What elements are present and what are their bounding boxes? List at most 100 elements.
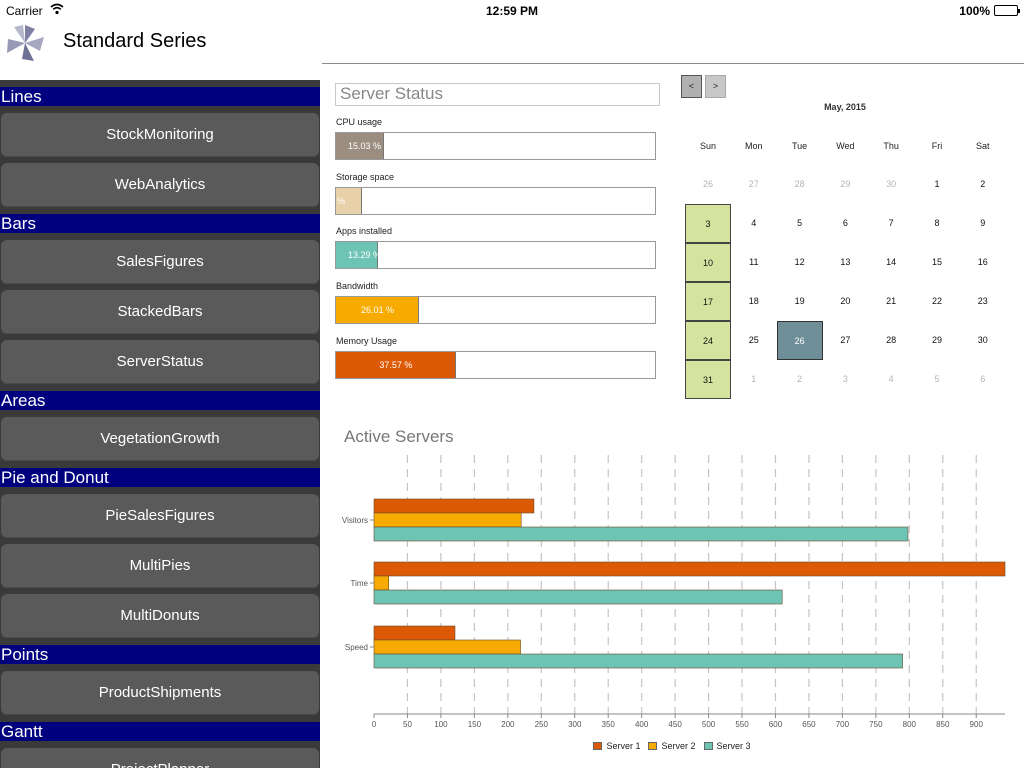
- calendar-weekday: Thu: [883, 141, 899, 151]
- meter-apps: 13.29 %: [335, 241, 656, 269]
- y-category-label: Visitors: [342, 516, 368, 525]
- x-tick-label: 50: [403, 720, 412, 729]
- x-tick-label: 400: [635, 720, 649, 729]
- wifi-icon: [50, 3, 64, 15]
- bar-server-3-visitors: [373, 526, 909, 542]
- sidebar-item-piesalesfigures[interactable]: PieSalesFigures: [1, 494, 319, 538]
- calendar-day[interactable]: 27: [748, 179, 759, 189]
- bar-server-2-speed: [373, 639, 521, 655]
- calendar-day[interactable]: 12: [794, 257, 805, 267]
- bar-server-2-time: [373, 575, 390, 591]
- calendar-day[interactable]: 7: [888, 218, 894, 228]
- calendar-day[interactable]: 30: [977, 335, 988, 345]
- x-tick-label: 800: [903, 720, 917, 729]
- sidebar-item-projectplanner[interactable]: ProjectPlanner: [1, 748, 319, 768]
- calendar-day[interactable]: 3: [685, 204, 731, 243]
- calendar-day[interactable]: 1: [934, 179, 940, 189]
- meter-fill-apps: [336, 242, 379, 268]
- legend-swatch: [593, 742, 603, 750]
- y-category-label: Time: [351, 579, 369, 588]
- x-tick-label: 150: [468, 720, 482, 729]
- sidebar-item-productshipments[interactable]: ProductShipments: [1, 671, 319, 715]
- calendar-day[interactable]: 15: [931, 257, 942, 267]
- calendar-day[interactable]: 14: [886, 257, 897, 267]
- calendar-day[interactable]: 4: [751, 218, 757, 228]
- calendar-day[interactable]: 29: [931, 335, 942, 345]
- calendar-day[interactable]: 10: [685, 243, 731, 282]
- calendar-weekday: Mon: [745, 141, 763, 151]
- calendar-day[interactable]: 28: [886, 335, 897, 345]
- calendar-day[interactable]: 16: [977, 257, 988, 267]
- meter-value-cpu: 15.03 %: [348, 141, 382, 151]
- calendar-day[interactable]: 27: [840, 335, 851, 345]
- meter-bandwidth: 26.01 %: [335, 296, 656, 324]
- calendar-day[interactable]: 30: [886, 179, 897, 189]
- sidebar-item-stackedbars[interactable]: StackedBars: [1, 290, 319, 334]
- calendar-day[interactable]: 22: [931, 296, 942, 306]
- x-tick-label: 600: [769, 720, 783, 729]
- sidebar-item-webanalytics[interactable]: WebAnalytics: [1, 163, 319, 207]
- x-tick-label: 900: [970, 720, 984, 729]
- calendar-day[interactable]: 17: [685, 282, 731, 321]
- meter-label-bandwidth: Bandwidth: [336, 281, 379, 291]
- calendar-weekday: Fri: [931, 141, 943, 151]
- calendar-weekday: Sat: [976, 141, 990, 151]
- meter-value-memory: 37.57 %: [379, 360, 413, 370]
- sidebar-item-serverstatus[interactable]: ServerStatus: [1, 340, 319, 384]
- calendar-next-button[interactable]: >: [705, 75, 726, 98]
- battery-icon: [994, 5, 1020, 16]
- calendar-weekday: Sun: [699, 141, 716, 151]
- meter-label-storage: Storage space: [336, 172, 395, 182]
- sidebar-item-multidonuts[interactable]: MultiDonuts: [1, 594, 319, 638]
- calendar-day[interactable]: 6: [842, 218, 848, 228]
- server-status-title-box: [335, 83, 660, 106]
- sidebar-item-stockmonitoring[interactable]: StockMonitoring: [1, 113, 319, 157]
- calendar-day[interactable]: 20: [840, 296, 851, 306]
- sidebar-item-salesfigures[interactable]: SalesFigures: [1, 240, 319, 284]
- x-tick-label: 500: [702, 720, 716, 729]
- calendar-day[interactable]: 5: [934, 374, 940, 384]
- meter-label-apps: Apps installed: [336, 226, 393, 236]
- calendar-day[interactable]: 23: [977, 296, 988, 306]
- calendar-day[interactable]: 28: [794, 179, 805, 189]
- calendar-prev-button[interactable]: <: [681, 75, 702, 98]
- calendar-day[interactable]: 2: [980, 179, 986, 189]
- calendar-day[interactable]: 19: [794, 296, 805, 306]
- meter-value-apps: 13.29 %: [348, 250, 382, 260]
- calendar-day[interactable]: 11: [749, 257, 759, 267]
- calendar-day[interactable]: 9: [980, 218, 986, 228]
- calendar-day[interactable]: 31: [685, 360, 731, 399]
- calendar-day[interactable]: 1: [751, 374, 757, 384]
- calendar-day[interactable]: 26: [776, 321, 823, 360]
- calendar-day[interactable]: 5: [797, 218, 803, 228]
- calendar-day[interactable]: 13: [840, 257, 851, 267]
- x-tick-label: 550: [735, 720, 749, 729]
- calendar-day[interactable]: 21: [886, 296, 897, 306]
- bar-server-3-speed: [373, 653, 903, 669]
- meter-cpu: 15.03 %: [335, 132, 656, 160]
- sidebar: Lines StockMonitoring WebAnalytics Bars …: [0, 80, 320, 768]
- meter-fill-memory: [336, 352, 456, 378]
- sidebar-section-points: Points: [0, 645, 320, 664]
- calendar-day[interactable]: 2: [797, 374, 803, 384]
- calendar-day[interactable]: 25: [748, 335, 759, 345]
- calendar-weekday: Wed: [836, 141, 855, 151]
- legend-label: Server 1: [606, 741, 641, 751]
- calendar-day[interactable]: 26: [702, 179, 713, 189]
- calendar-day[interactable]: 24: [685, 321, 731, 360]
- sidebar-item-multipies[interactable]: MultiPies: [1, 544, 319, 588]
- calendar-day[interactable]: 18: [748, 296, 759, 306]
- clock: 12:59 PM: [485, 4, 539, 18]
- calendar-day[interactable]: 29: [840, 179, 851, 189]
- calendar-day[interactable]: 6: [980, 374, 986, 384]
- calendar-day[interactable]: 8: [934, 218, 940, 228]
- calendar-day[interactable]: 4: [888, 374, 894, 384]
- calendar-day[interactable]: 3: [842, 374, 848, 384]
- sidebar-item-vegetationgrowth[interactable]: VegetationGrowth: [1, 417, 319, 461]
- x-tick-label: 200: [501, 720, 515, 729]
- active-servers-chart: 0 50 100 150 200 250 300 350 400 450 500 550 600 650 7…: [342, 455, 1006, 729]
- sidebar-section-gantt: Gantt: [0, 722, 320, 741]
- meter-storage: %: [335, 187, 656, 215]
- battery-percent: 100%: [959, 4, 990, 18]
